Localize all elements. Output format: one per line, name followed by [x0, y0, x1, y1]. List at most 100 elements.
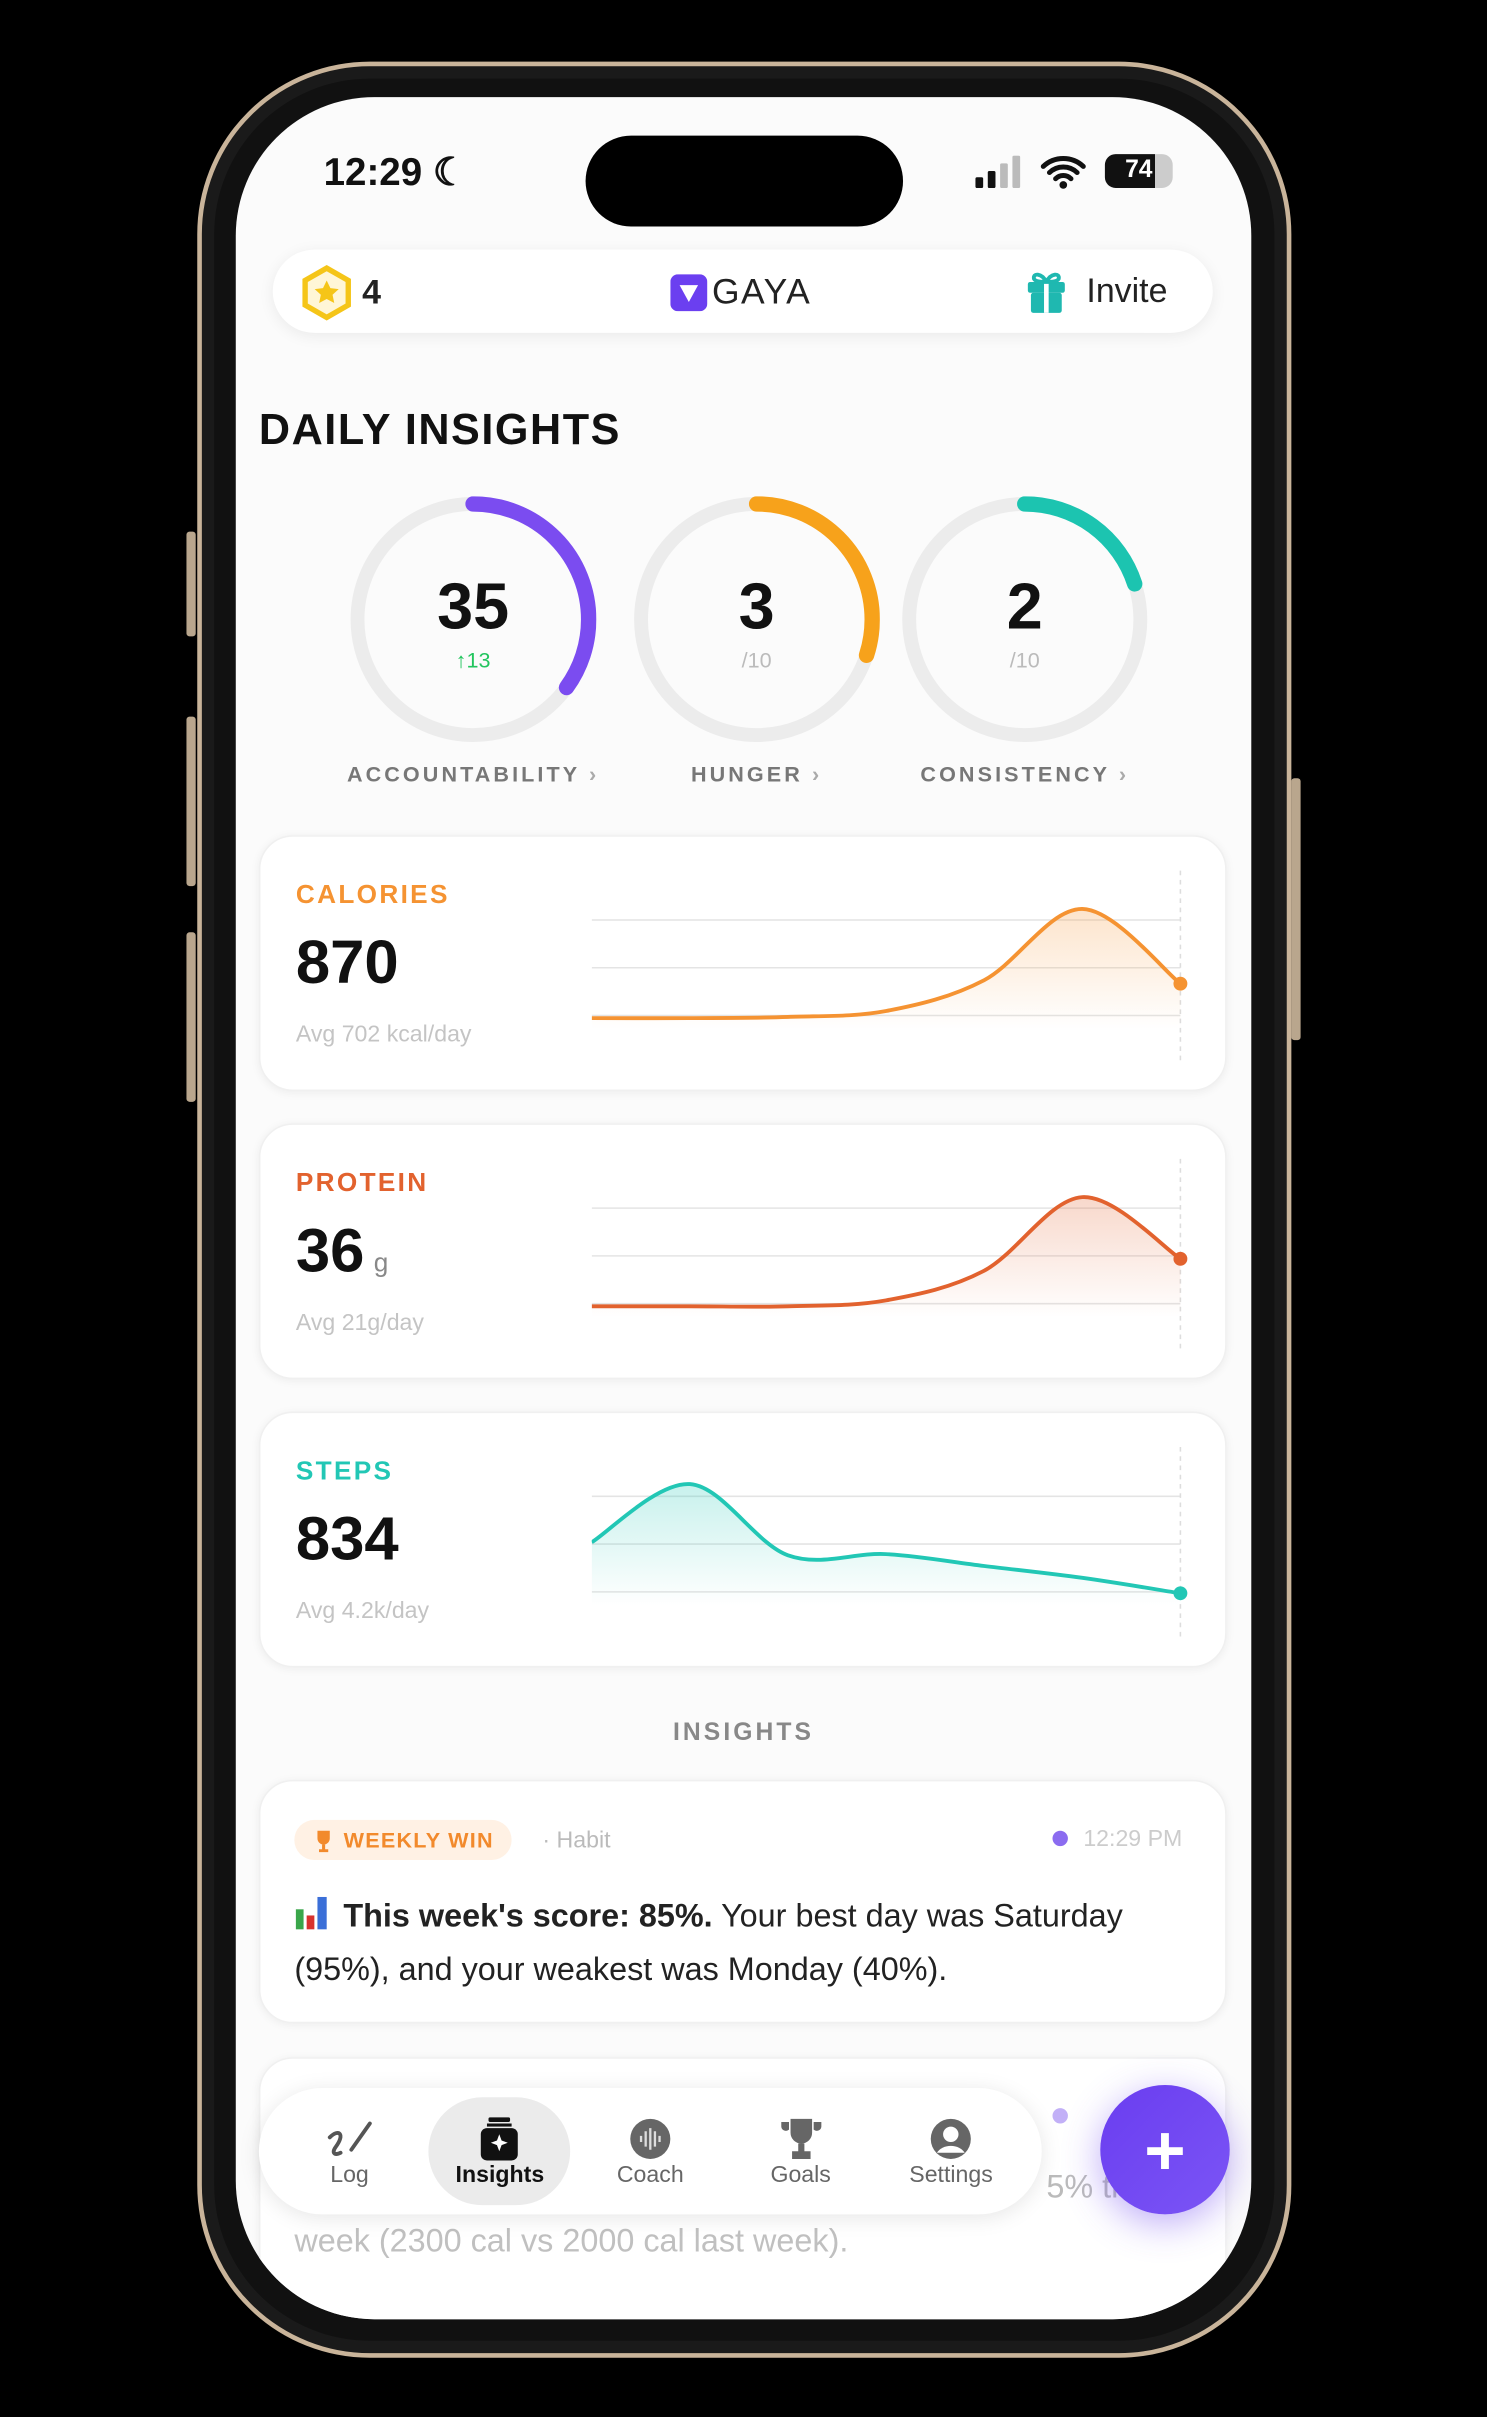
time-text: 12:29 [323, 151, 423, 195]
metric-card-steps[interactable]: STEPS 834 Avg 4.2k/day [258, 1411, 1227, 1668]
insight-category: · Habit [542, 1827, 611, 1854]
metric-number: 834 [295, 1505, 399, 1574]
ring-label-text: CONSISTENCY [920, 761, 1110, 786]
wifi-icon [1040, 156, 1086, 189]
latest-point [1173, 976, 1188, 991]
chevron-right-icon: › [1118, 761, 1130, 786]
chevron-right-icon: › [812, 761, 823, 786]
points-count: 4 [362, 272, 382, 312]
metric-value: 36 g [296, 1217, 388, 1286]
sparkline-area [591, 1484, 1181, 1606]
chevron-right-icon: › [588, 761, 600, 786]
app-screen: 12:29 ☾ 74 4 GAYA Invite DAILY INSIGHTS … [235, 97, 1252, 2320]
metric-average: Avg 702 kcal/day [295, 1021, 472, 1048]
metric-number: 870 [295, 929, 399, 998]
nav-label: Goals [770, 2161, 831, 2188]
weekly-win-badge: WEEKLY WIN [294, 1819, 513, 1860]
star-hexagon-icon [302, 265, 351, 321]
nav-log[interactable]: Log [279, 2097, 421, 2205]
invite-button[interactable]: Invite [1025, 268, 1168, 314]
badge-label: WEEKLY WIN [343, 1827, 494, 1853]
sparkline-line [591, 1195, 1182, 1309]
trophy-icon [780, 2118, 821, 2159]
volume-up-button[interactable] [186, 716, 196, 887]
insight-text: This week's score: 85%. Your best day wa… [294, 1889, 1203, 1997]
progress-arc [349, 496, 597, 743]
insights-heading: INSIGHTS [672, 1719, 815, 1746]
dynamic-island [585, 135, 904, 227]
ring-value: 2 [1006, 570, 1043, 643]
ring-value: 3 [738, 570, 775, 643]
metric-label: PROTEIN [295, 1168, 429, 1198]
battery-level: 74 [1125, 157, 1153, 184]
signal-icon [975, 155, 1021, 189]
insight-card[interactable]: WEEKLY WIN · Habit 12:29 PM This week's … [258, 1779, 1227, 2024]
progress-ring [901, 496, 1149, 743]
sparkline-chart [591, 1446, 1188, 1642]
metric-average: Avg 21g/day [295, 1309, 424, 1337]
insight-time: 12:29 PM [1083, 1826, 1183, 1853]
action-button[interactable] [186, 531, 196, 637]
add-button[interactable]: + [1100, 2084, 1230, 2215]
trophy-icon [317, 1829, 330, 1852]
power-button[interactable] [1291, 778, 1301, 1041]
nav-insights[interactable]: Insights [428, 2097, 571, 2206]
invite-label: Invite [1086, 271, 1168, 310]
latest-point [1173, 1251, 1188, 1266]
progress-arc [633, 496, 880, 743]
latest-point [1173, 1586, 1188, 1601]
unread-dot [1052, 2108, 1068, 2124]
pencil-scribble-icon [327, 2120, 372, 2156]
metric-label: STEPS [295, 1456, 394, 1486]
insight-text-partial-2: week (2300 cal vs 2000 cal last week). [294, 2223, 849, 2260]
moon-icon: ☾ [432, 151, 468, 195]
nav-label: Insights [455, 2161, 545, 2188]
ring-sub: ↑13 [455, 647, 491, 672]
insight-body: Your best day was Saturday (95%), and yo… [294, 1898, 1123, 1988]
metric-number: 36 [295, 1217, 365, 1286]
brand-name: GAYA [711, 271, 812, 312]
nav-settings[interactable]: Settings [880, 2097, 1022, 2205]
volume-down-button[interactable] [186, 932, 196, 1102]
sparkline-line [591, 1482, 1181, 1596]
bottom-nav: Log Insights Coach Goals Settings [258, 2088, 1042, 2215]
points-badge[interactable]: 4 [300, 265, 382, 321]
nav-label: Log [330, 2161, 369, 2188]
ring-label[interactable]: HUNGER › [603, 761, 911, 786]
sparkline-chart [591, 870, 1188, 1065]
gaya-logo-icon [670, 273, 708, 311]
status-time: 12:29 ☾ [324, 149, 468, 195]
progress-arc [901, 496, 1149, 743]
bar-chart-emoji-icon [295, 1896, 327, 1930]
sparkline-chart [591, 1158, 1188, 1353]
nav-coach[interactable]: Coach [579, 2097, 721, 2205]
nav-label: Coach [616, 2161, 684, 2188]
nav-goals[interactable]: Goals [730, 2097, 872, 2205]
progress-ring [349, 496, 597, 743]
ring-label-text: HUNGER [690, 761, 803, 786]
ring-label[interactable]: ACCOUNTABILITY › [319, 761, 627, 786]
insights-jar-icon [481, 2116, 519, 2160]
metric-value: 834 [296, 1506, 408, 1575]
metric-card-calories[interactable]: CALORIES 870 Avg 702 kcal/day [258, 835, 1227, 1092]
user-circle-icon [931, 2118, 972, 2159]
insight-score: This week's score: 85%. [343, 1898, 713, 1934]
section-title: DAILY INSIGHTS [258, 405, 621, 454]
nav-label: Settings [909, 2161, 993, 2188]
metric-unit: g [373, 1248, 389, 1278]
voice-wave-icon [630, 2118, 671, 2159]
plus-icon: + [1144, 2109, 1186, 2190]
ring-sub: /10 [741, 647, 772, 672]
progress-ring [633, 496, 880, 743]
metric-label: CALORIES [295, 879, 450, 910]
ring-label-text: ACCOUNTABILITY [346, 761, 580, 786]
sparkline-line [591, 907, 1182, 1021]
unread-dot [1052, 1830, 1068, 1847]
ring-sub: /10 [1009, 647, 1040, 672]
ring-value: 35 [437, 570, 510, 643]
metric-value: 870 [296, 929, 408, 998]
metric-card-protein[interactable]: PROTEIN 36 g Avg 21g/day [258, 1123, 1227, 1380]
gift-icon [1027, 272, 1065, 313]
ring-label[interactable]: CONSISTENCY › [871, 761, 1179, 786]
top-header: 4 GAYA Invite [272, 249, 1213, 333]
